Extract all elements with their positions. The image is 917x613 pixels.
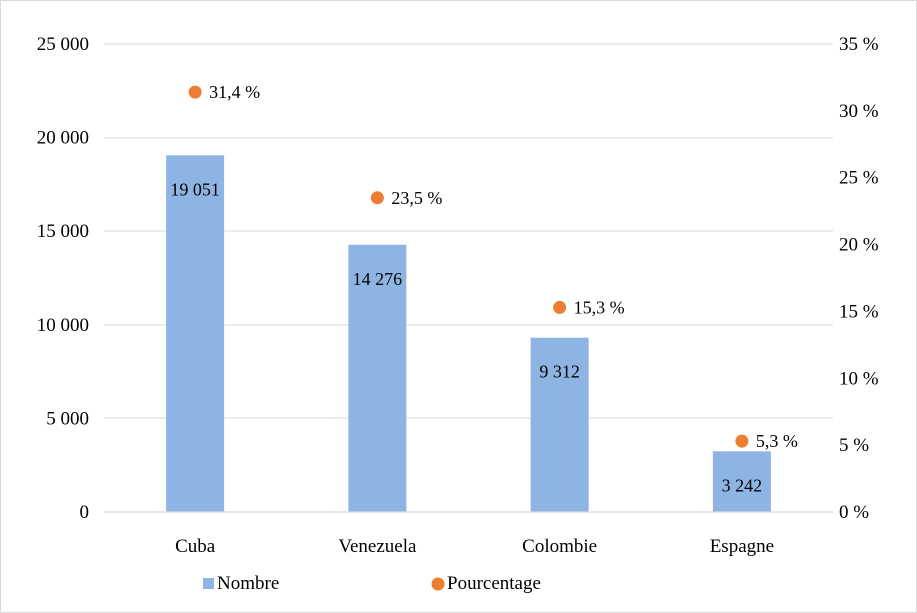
- legend: Nombre Pourcentage: [203, 573, 541, 594]
- left-axis-tick-label: 10 000: [37, 315, 89, 336]
- bar-data-label: 14 276: [353, 269, 403, 289]
- category-label: Colombie: [522, 536, 597, 557]
- percentage-point: [735, 434, 749, 448]
- right-axis-tick-label: 15 %: [839, 301, 879, 322]
- percentage-point: [370, 191, 384, 205]
- legend-label-nombre: Nombre: [217, 573, 279, 594]
- point-data-label: 23,5 %: [391, 188, 442, 208]
- bar-series: 19 051 14 276 9 312 3 242: [166, 155, 771, 512]
- right-axis-tick-label: 35 %: [839, 34, 879, 55]
- percentage-point: [188, 85, 202, 99]
- bar: [166, 155, 225, 512]
- right-axis-tick-label: 5 %: [839, 435, 869, 456]
- legend-swatch-nombre: [203, 578, 214, 589]
- axes: 0 5 000 10 000 15 000 20 000 25 000 0 % 5 % 10 %…: [37, 34, 879, 557]
- bar: [348, 244, 407, 512]
- legend-label-pourcentage: Pourcentage: [447, 573, 541, 594]
- point-data-label: 31,4 %: [209, 82, 260, 102]
- point-data-label: 15,3 %: [574, 297, 625, 317]
- percentage-point: [553, 300, 567, 314]
- category-label: Espagne: [710, 536, 774, 557]
- left-axis-tick-label: 15 000: [37, 221, 89, 242]
- left-axis-tick-label: 20 000: [37, 128, 89, 149]
- bar: [530, 337, 589, 512]
- right-axis-tick-label: 10 %: [839, 368, 879, 389]
- point-data-label: 5,3 %: [756, 431, 798, 451]
- bar-data-label: 9 312: [539, 362, 580, 382]
- right-axis-tick-label: 0 %: [839, 502, 869, 523]
- right-axis-tick-label: 25 %: [839, 168, 879, 189]
- category-label: Venezuela: [338, 536, 417, 557]
- category-label: Cuba: [175, 536, 216, 557]
- legend-swatch-pourcentage: [431, 577, 445, 591]
- left-axis-tick-label: 25 000: [37, 34, 89, 55]
- left-axis-tick-label: 0: [80, 502, 90, 523]
- bar: [712, 451, 771, 512]
- point-series: 31,4 % 23,5 % 15,3 % 5,3 %: [188, 82, 798, 451]
- right-axis-tick-label: 20 %: [839, 235, 879, 256]
- bar-data-label: 19 051: [170, 179, 220, 199]
- bar-data-label: 3 242: [722, 475, 763, 495]
- left-axis-tick-label: 5 000: [46, 408, 89, 429]
- right-axis-tick-label: 30 %: [839, 101, 879, 122]
